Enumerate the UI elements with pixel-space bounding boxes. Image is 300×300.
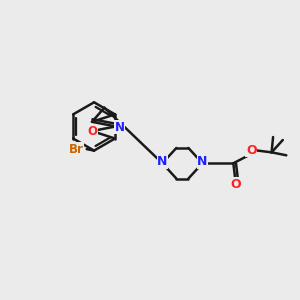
Text: N: N xyxy=(157,155,168,168)
Text: Br: Br xyxy=(69,142,84,156)
Text: O: O xyxy=(87,125,97,138)
Text: O: O xyxy=(246,144,256,157)
Text: N: N xyxy=(115,121,124,134)
Text: N: N xyxy=(197,155,208,168)
Text: O: O xyxy=(230,178,241,191)
